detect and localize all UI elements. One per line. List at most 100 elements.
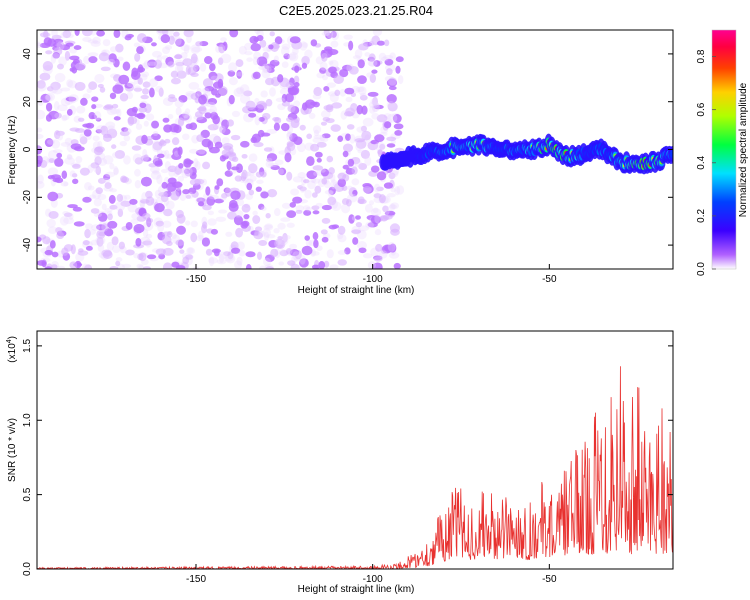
- noise-blob: [301, 62, 308, 69]
- noise-blob: [104, 182, 112, 190]
- noise-blob: [228, 202, 239, 212]
- noise-blob: [299, 258, 309, 268]
- noise-blob: [279, 88, 290, 95]
- noise-blob: [343, 34, 353, 40]
- noise-blob: [74, 30, 80, 36]
- noise-blob: [208, 257, 219, 264]
- y-tick-label: 1.5: [22, 338, 33, 352]
- noise-blob: [140, 94, 149, 100]
- noise-blob: [152, 143, 161, 153]
- noise-blob: [304, 189, 312, 199]
- noise-blob: [384, 39, 390, 47]
- noise-blob: [106, 241, 114, 251]
- noise-blob: [248, 153, 258, 162]
- noise-blob: [371, 113, 380, 120]
- noise-blob: [137, 33, 147, 43]
- noise-blob: [270, 248, 279, 258]
- noise-blob: [228, 62, 238, 73]
- noise-blob: [91, 104, 97, 110]
- noise-blob: [82, 36, 92, 43]
- noise-blob: [311, 205, 320, 211]
- noise-blob: [185, 123, 193, 130]
- noise-blob: [263, 65, 272, 73]
- noise-blob: [39, 72, 51, 81]
- noise-blob: [303, 205, 311, 211]
- y-tick-label: 0: [22, 146, 33, 152]
- noise-blob: [37, 79, 46, 89]
- noise-blob: [386, 94, 397, 104]
- noise-blob: [63, 216, 75, 225]
- noise-blob: [67, 204, 78, 209]
- noise-blob: [114, 201, 126, 212]
- noise-blob: [328, 167, 335, 175]
- noise-blob: [63, 244, 74, 252]
- noise-blob: [46, 139, 56, 145]
- signal-mid: [669, 150, 673, 159]
- noise-blob: [333, 75, 344, 84]
- noise-blob: [120, 175, 128, 183]
- noise-blob: [339, 68, 349, 78]
- noise-blob: [369, 38, 378, 44]
- noise-blob: [292, 176, 303, 183]
- noise-blob: [231, 110, 241, 118]
- noise-blob: [57, 104, 68, 112]
- noise-blob: [352, 189, 358, 197]
- noise-blob: [273, 227, 280, 234]
- noise-blob: [246, 57, 253, 62]
- noise-blob: [91, 114, 98, 120]
- noise-blob: [312, 165, 324, 171]
- noise-blob: [337, 178, 347, 188]
- noise-blob: [92, 36, 101, 45]
- noise-blob: [297, 172, 307, 179]
- noise-blob: [390, 187, 397, 193]
- noise-blob: [68, 213, 74, 220]
- noise-blob: [145, 233, 153, 239]
- noise-blob: [54, 112, 62, 119]
- noise-blob: [46, 86, 54, 92]
- noise-blob: [348, 214, 355, 224]
- noise-blob: [79, 167, 90, 176]
- noise-blob: [273, 208, 281, 217]
- spectrogram-heatmap: [37, 30, 673, 269]
- colorbar-tick-label: 0.6: [696, 102, 707, 116]
- noise-blob: [287, 53, 297, 60]
- noise-blob: [89, 30, 98, 36]
- noise-blob: [51, 264, 58, 269]
- noise-blob: [184, 108, 191, 115]
- noise-blob: [256, 251, 262, 260]
- y-tick-label: 0.5: [22, 487, 33, 501]
- noise-blob: [187, 59, 194, 68]
- noise-blob: [278, 261, 285, 266]
- noise-blob: [362, 117, 374, 127]
- noise-blob: [318, 260, 326, 269]
- noise-blob: [212, 81, 224, 89]
- noise-blob: [156, 153, 165, 159]
- noise-blob: [123, 155, 131, 165]
- noise-blob: [204, 112, 212, 119]
- noise-blob: [178, 163, 184, 169]
- noise-blob: [383, 54, 394, 60]
- noise-blob: [112, 103, 119, 109]
- noise-blob: [268, 44, 274, 50]
- noise-blob: [356, 104, 363, 115]
- noise-blob: [226, 160, 232, 171]
- noise-blob: [217, 57, 224, 66]
- noise-blob: [152, 130, 159, 136]
- noise-blob: [337, 172, 347, 180]
- noise-blob: [195, 160, 201, 171]
- noise-blob: [305, 239, 313, 247]
- noise-blob: [378, 52, 387, 62]
- noise-blob: [83, 128, 92, 137]
- noise-blob: [287, 104, 296, 113]
- noise-blob: [243, 90, 253, 97]
- noise-blob: [362, 183, 372, 189]
- noise-blob: [149, 166, 160, 174]
- noise-blob: [254, 30, 261, 35]
- noise-blob: [252, 71, 261, 80]
- noise-blob: [326, 249, 334, 259]
- noise-blob: [216, 258, 227, 265]
- noise-blob: [356, 126, 366, 133]
- noise-blob: [321, 177, 328, 185]
- noise-blob: [82, 240, 90, 246]
- noise-blob: [88, 194, 97, 199]
